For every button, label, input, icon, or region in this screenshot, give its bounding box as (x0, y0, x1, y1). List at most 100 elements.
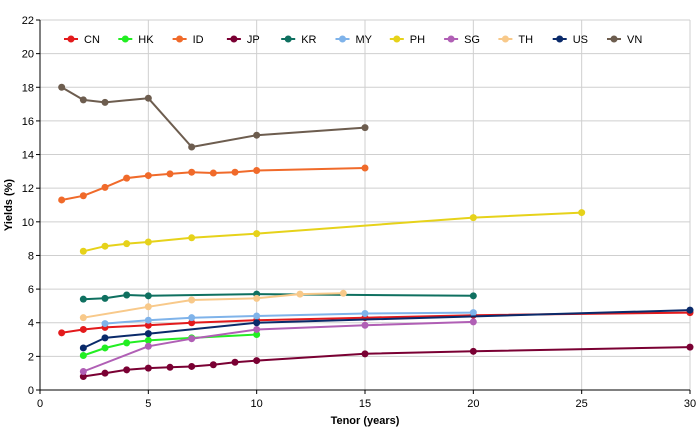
data-point-my (144, 316, 152, 324)
legend-item-cn: CN (64, 34, 100, 46)
data-point-us (686, 306, 694, 314)
series-ph (79, 209, 586, 255)
legend-label: ID (193, 34, 204, 46)
y-tick-label: 4 (28, 318, 34, 330)
data-point-kr (469, 292, 477, 300)
data-point-vn (101, 98, 109, 106)
y-tick-label: 22 (22, 15, 34, 27)
data-point-my (188, 314, 196, 322)
series-my (101, 309, 477, 328)
legend-label: US (573, 34, 588, 46)
legend-label: HK (138, 34, 154, 46)
data-point-my (253, 312, 261, 320)
x-axis-title: Tenor (years) (331, 415, 400, 427)
data-point-my (469, 309, 477, 317)
data-point-sg (469, 318, 477, 326)
data-point-ph (253, 230, 261, 238)
series-vn (58, 83, 369, 151)
x-tick-label: 0 (37, 398, 43, 410)
data-point-ph (578, 209, 586, 217)
data-point-sg (144, 342, 152, 350)
data-point-jp (361, 350, 369, 358)
y-tick-label: 0 (28, 385, 34, 397)
data-point-vn (144, 94, 152, 102)
data-point-sg (253, 325, 261, 333)
legend-label: VN (627, 34, 642, 46)
data-point-cn (79, 325, 87, 333)
legend-swatch-marker (393, 35, 401, 43)
axes (36, 19, 691, 394)
legend-swatch-marker (339, 35, 346, 43)
data-point-cn (188, 319, 196, 327)
y-tick-label: 18 (22, 82, 34, 94)
data-point-jp (469, 347, 477, 355)
data-point-my (101, 320, 109, 328)
legend-swatch-marker (610, 35, 618, 43)
data-point-ph (123, 240, 131, 248)
y-tick-label: 6 (28, 284, 34, 296)
tick-labels: 0 2 4 6 8 10 12 14 16 18 20 22 0 5 10 15 20 25 30 (22, 15, 696, 410)
legend-item-vn: VN (607, 34, 642, 46)
data-point-vn (253, 131, 261, 139)
legend-swatch-marker (67, 35, 75, 43)
data-point-th (79, 314, 87, 322)
data-point-cn (58, 329, 66, 337)
data-point-hk (79, 352, 87, 360)
y-tick-label: 8 (28, 250, 34, 262)
y-tick-label: 2 (28, 351, 34, 363)
series-line-sg (82, 320, 474, 373)
series-th (79, 289, 347, 322)
y-tick-label: 20 (22, 49, 34, 61)
legend-swatch-marker (176, 35, 184, 43)
legend-label: PH (410, 34, 425, 46)
legend-swatch-marker (447, 35, 455, 43)
legend-swatch-marker (284, 35, 292, 43)
data-point-kr (101, 294, 109, 302)
data-point-jp (686, 343, 694, 351)
y-tick-label: 10 (22, 217, 34, 229)
data-point-hk (253, 331, 261, 338)
data-point-id (209, 169, 217, 177)
data-point-id (166, 170, 174, 178)
data-point-th (188, 296, 196, 304)
data-point-jp (209, 361, 217, 369)
legend-item-jp: JP (226, 34, 260, 46)
legend-item-kr: KR (281, 34, 317, 46)
data-point-ph (469, 214, 477, 222)
legend-label: MY (356, 34, 373, 46)
series-jp (79, 343, 694, 381)
legend-swatch-marker (501, 35, 509, 43)
series-line-th (83, 292, 344, 319)
legend-item-us: US (552, 34, 588, 46)
series-sg (79, 318, 477, 375)
data-point-id (253, 167, 261, 175)
data-point-jp (79, 373, 87, 381)
data-point-hk (144, 336, 152, 344)
data-point-id (58, 196, 66, 204)
x-tick-label: 5 (145, 398, 151, 410)
y-tick-label: 14 (22, 150, 34, 162)
legend-swatch-marker (230, 35, 238, 43)
data-point-jp (123, 366, 131, 374)
data-point-hk (123, 339, 131, 347)
y-tick-label: 12 (22, 183, 34, 195)
data-point-id (188, 168, 196, 176)
series-line-jp (83, 346, 691, 378)
x-tick-label: 30 (684, 398, 696, 410)
data-point-cn (144, 321, 152, 329)
data-point-vn (79, 96, 87, 104)
legend-item-ph: PH (389, 34, 425, 46)
data-point-vn (58, 83, 66, 91)
legend-item-id: ID (172, 34, 204, 46)
legend-label: KR (301, 34, 316, 46)
data-point-id (231, 168, 239, 176)
data-point-vn (188, 143, 196, 151)
data-point-jp (188, 362, 196, 370)
legend: CN HK ID JP KR MY PH SG TH US VN (64, 34, 642, 46)
data-point-vn (361, 124, 369, 132)
series-us (79, 306, 694, 352)
legend-label: SG (464, 34, 480, 46)
legend-item-hk: HK (118, 34, 154, 46)
data-point-id (361, 164, 369, 172)
data-point-us (79, 344, 87, 352)
